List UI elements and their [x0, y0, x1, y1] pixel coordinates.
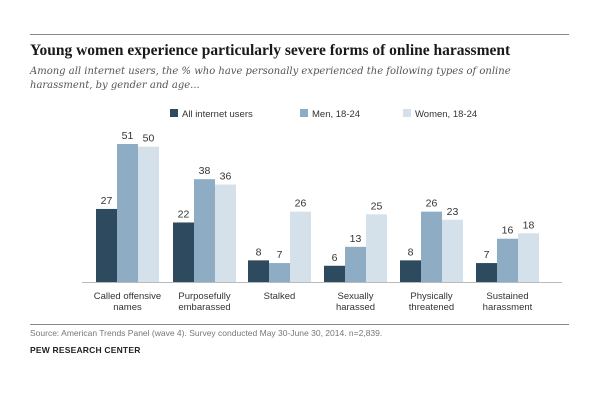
legend-swatch-2 [403, 109, 411, 117]
credit-line: PEW RESEARCH CENTER [30, 345, 141, 355]
bottom-rule [30, 324, 569, 325]
bar-0-2 [138, 146, 159, 282]
bar-1-2 [215, 184, 236, 282]
category-label-5-0: Sustained [486, 291, 528, 302]
bar-3-0 [324, 265, 345, 282]
legend-label-0: All internet users [182, 109, 253, 120]
category-label-2-0: Stalked [264, 291, 296, 302]
category-label-5-1: harassment [483, 302, 533, 313]
bar-3-1 [345, 246, 366, 282]
bar-2-0 [248, 260, 269, 282]
bar-4-2 [442, 219, 463, 282]
bar-2-2 [290, 211, 311, 282]
category-label-1-1: embarassed [178, 302, 230, 313]
category-label-3-0: Sexually [338, 291, 374, 302]
bar-value-label-1-1: 38 [199, 165, 211, 177]
bar-2-1 [269, 263, 290, 282]
bar-value-label-4-1: 26 [426, 198, 438, 210]
bar-value-label-2-1: 7 [277, 249, 283, 261]
bar-value-label-3-0: 6 [332, 252, 338, 264]
bar-value-label-4-2: 23 [447, 206, 459, 218]
category-label-1-0: Purposefully [178, 291, 231, 302]
bar-value-label-1-0: 22 [178, 208, 190, 220]
bar-0-1 [117, 144, 138, 282]
bar-value-label-1-2: 36 [220, 171, 232, 183]
bar-0-0 [96, 208, 117, 282]
legend-swatch-0 [170, 109, 178, 117]
category-label-4-0: Physically [410, 291, 452, 302]
bar-value-label-3-1: 13 [350, 233, 362, 245]
bar-value-label-4-0: 8 [408, 246, 414, 258]
source-note: Source: American Trends Panel (wave 4). … [30, 328, 383, 338]
bar-5-0 [476, 263, 497, 282]
bar-4-0 [400, 260, 421, 282]
bar-value-label-0-1: 51 [122, 130, 134, 142]
legend-label-1: Men, 18-24 [312, 109, 360, 120]
bar-value-label-5-0: 7 [484, 249, 490, 261]
chart-subtitle: Among all internet users, the % who have… [30, 66, 511, 91]
bar-3-2 [366, 214, 387, 282]
category-label-4-1: threatened [409, 302, 454, 313]
bar-1-1 [194, 179, 215, 282]
bar-chart: All internet users Men, 18-24 Women, 18-24… [82, 109, 562, 313]
bar-value-label-2-2: 26 [295, 198, 307, 210]
category-label-0-1: names [113, 302, 142, 313]
bar-1-0 [173, 222, 194, 282]
legend-swatch-1 [300, 109, 308, 117]
category-label-0-0: Called offensive [94, 291, 161, 302]
category-label-3-1: harassed [336, 302, 375, 313]
bar-value-label-5-2: 18 [523, 219, 535, 231]
top-rule [30, 34, 569, 35]
chart-title: Young women experience particularly seve… [30, 42, 511, 59]
bar-value-label-0-0: 27 [101, 195, 113, 207]
chart-frame: Young women experience particularly seve… [30, 34, 569, 364]
legend-label-2: Women, 18-24 [415, 109, 477, 120]
bar-value-label-0-2: 50 [143, 133, 155, 145]
bar-value-label-3-2: 25 [371, 200, 383, 212]
bar-value-label-2-0: 8 [256, 246, 262, 258]
bar-4-1 [421, 211, 442, 282]
bar-5-1 [497, 238, 518, 282]
bar-value-label-5-1: 16 [502, 225, 514, 237]
bar-5-2 [518, 233, 539, 282]
